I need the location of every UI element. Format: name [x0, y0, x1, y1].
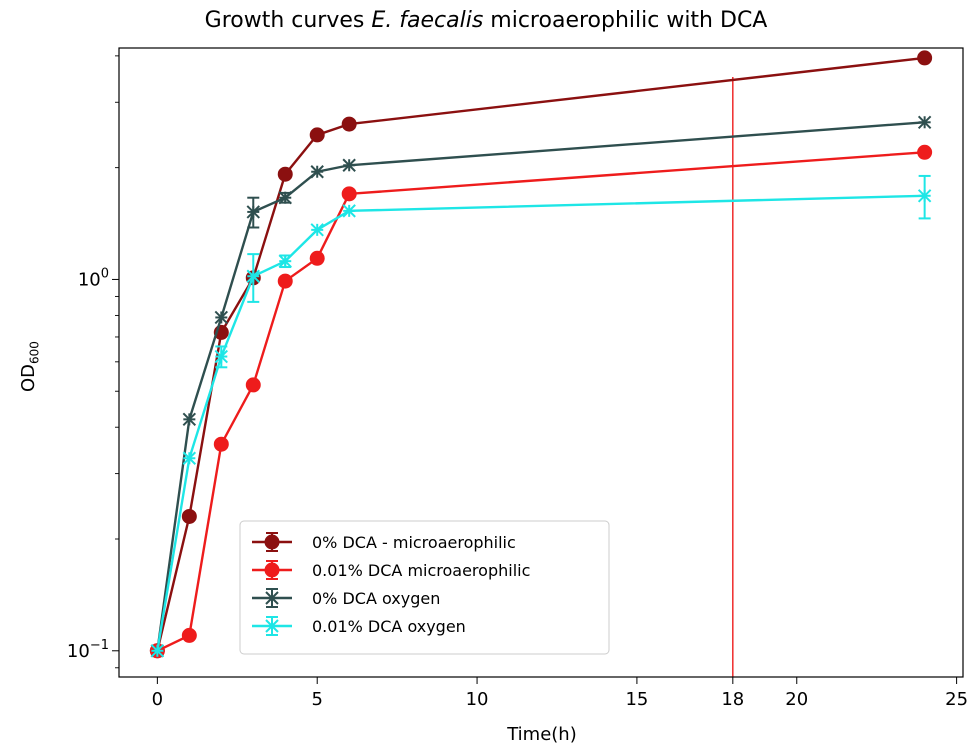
- x-tick-label-3: 15: [625, 689, 648, 710]
- x-tick-label-2: 10: [466, 689, 489, 710]
- x-tick-label-1: 5: [311, 689, 322, 710]
- chart-title-suffix: microaerophilic with DCA: [490, 8, 768, 33]
- data-point-3-6-d2: [342, 204, 356, 218]
- data-point-2-6: [342, 158, 356, 172]
- x-tick-label-5: 25: [945, 689, 968, 710]
- data-point-2-5-d2: [310, 165, 324, 179]
- data-point-1-4: [277, 273, 293, 289]
- data-point-0-1: [181, 508, 197, 524]
- plot-layer: [149, 50, 933, 677]
- data-point-0-7: [917, 50, 933, 66]
- data-point-2-1: [182, 412, 197, 427]
- data-point-3-7: [917, 189, 932, 203]
- data-point-1-7: [917, 144, 933, 160]
- plot-frame: [118, 47, 964, 678]
- data-point-2-2: [214, 310, 229, 325]
- data-point-1-3: [245, 377, 261, 393]
- legend-box: [239, 520, 610, 655]
- data-point-2-7-d2: [917, 115, 932, 129]
- data-point-1-2: [213, 436, 229, 452]
- data-point-3-5: [310, 223, 324, 237]
- y-tick-label-base-0: 10: [78, 269, 101, 290]
- data-point-2-2-d2: [214, 310, 229, 325]
- data-point-3-4-d2: [278, 254, 292, 268]
- chart-title-species: E. faecalis: [371, 8, 484, 33]
- legend-label-1: 0.01% DCA microaerophilic: [312, 561, 530, 580]
- y-tick-label-1: 10−1: [67, 638, 109, 662]
- x-tick-label-0: 0: [152, 689, 163, 710]
- data-point-3-1-d2: [182, 451, 197, 465]
- data-point-3-0-d2: [150, 644, 165, 658]
- legend-marker-3: [265, 619, 279, 633]
- data-point-3-7-d2: [917, 189, 932, 203]
- data-point-0-5: [309, 127, 325, 143]
- data-point-1-1: [181, 627, 197, 643]
- data-point-3-0: [150, 644, 165, 658]
- data-point-3-4: [278, 254, 292, 268]
- data-point-3-1: [182, 451, 197, 465]
- data-point-3-6: [342, 204, 356, 218]
- series-line-3: [156, 194, 925, 651]
- y-tick-label-0: 100: [78, 266, 109, 290]
- data-point-3-2: [214, 349, 229, 364]
- data-point-3-2-d2: [214, 349, 229, 364]
- legend-marker-2-d2: [265, 591, 279, 605]
- legend-marker-0: [264, 534, 280, 550]
- chart-title: Growth curves E. faecalis microaerophili…: [0, 8, 971, 33]
- data-point-0-4: [277, 166, 293, 182]
- x-tick-label-4: 20: [785, 689, 808, 710]
- data-point-2-7: [917, 115, 932, 129]
- data-point-3-3: [246, 269, 260, 283]
- data-point-3-3-d2: [246, 269, 260, 283]
- data-point-2-4: [278, 190, 292, 205]
- x-axis-label: Time(h): [506, 724, 577, 745]
- data-point-2-6-d2: [342, 158, 356, 172]
- chart-title-prefix: Growth curves: [204, 8, 365, 33]
- legend-marker-2: [265, 591, 279, 605]
- data-point-2-3: [246, 205, 260, 219]
- data-point-0-6: [341, 116, 357, 132]
- data-point-2-1-d2: [182, 412, 197, 427]
- data-point-2-4-d2: [278, 190, 292, 205]
- data-point-3-5-d2: [310, 223, 324, 237]
- y-tick-label-exp-1: −1: [90, 638, 109, 653]
- x-tick-label-vline: 18: [721, 689, 744, 710]
- legend-label-3: 0.01% DCA oxygen: [312, 617, 466, 636]
- legend-marker-3-d2: [265, 619, 279, 633]
- legend-label-2: 0% DCA oxygen: [312, 589, 440, 608]
- data-point-1-5: [309, 250, 325, 266]
- legend-label-0: 0% DCA - microaerophilic: [312, 533, 516, 552]
- legend-marker-1: [264, 562, 280, 578]
- data-point-1-6: [341, 186, 357, 202]
- y-tick-label-exp-0: 0: [101, 266, 109, 281]
- data-point-2-5: [310, 165, 324, 179]
- data-point-2-3-d2: [246, 205, 260, 219]
- y-tick-label-base-1: 10: [67, 641, 90, 662]
- legend: 0% DCA - microaerophilic 0.01% DCA microa…: [239, 520, 610, 655]
- series-line-2: [156, 121, 925, 651]
